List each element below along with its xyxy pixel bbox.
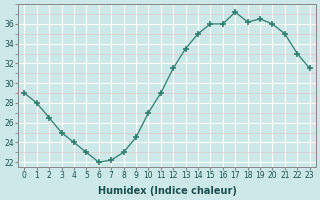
X-axis label: Humidex (Indice chaleur): Humidex (Indice chaleur) bbox=[98, 186, 236, 196]
